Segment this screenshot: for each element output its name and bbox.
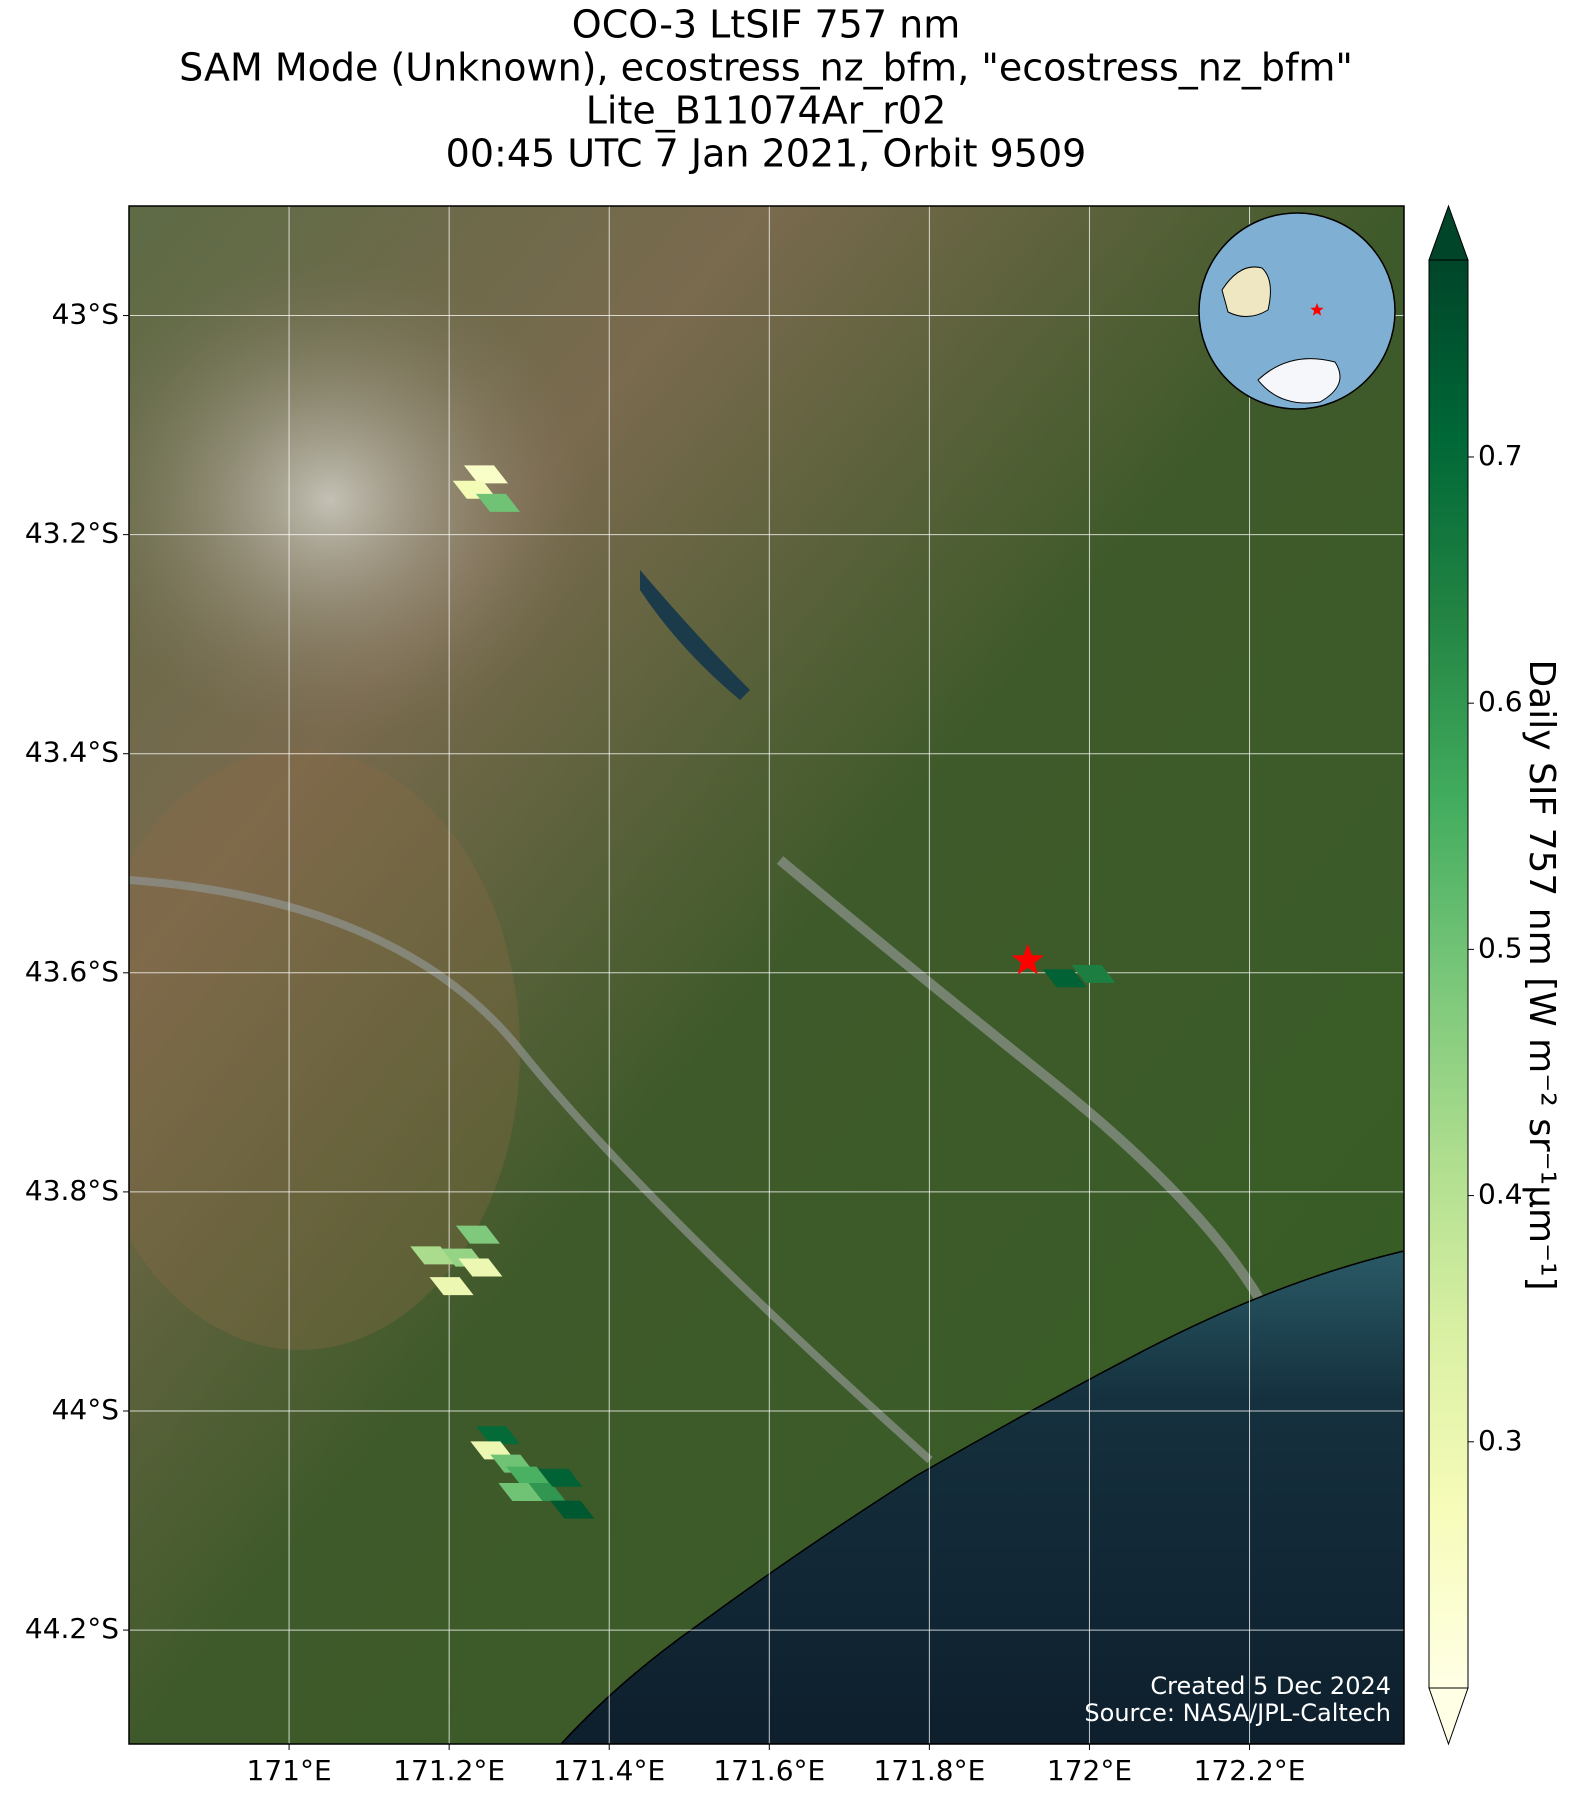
map-background (129, 206, 1404, 1744)
colorbar-label: Daily SIF 757 nm [W m⁻² sr⁻¹µm⁻¹] (1521, 659, 1562, 1290)
sif-footprint (538, 1468, 583, 1487)
colorbar-tick-label: 0.7 (1478, 439, 1523, 472)
mountains (129, 260, 590, 740)
colorbar-body (1429, 260, 1468, 1688)
sif-footprint (410, 1246, 455, 1265)
axis-ticks: 171°E 171.2°E 171.4°E 171.6°E 171.8°E 172°E 17… (25, 298, 1306, 1787)
antarctica (1257, 358, 1341, 404)
colorbar-tick-label: 0.4 (1478, 1178, 1523, 1211)
y-tick-label: 43.8°S (25, 1174, 119, 1207)
colorbar-tick-label: 0.3 (1478, 1424, 1523, 1457)
x-tick-label: 171.8°E (873, 1754, 985, 1787)
colorbar-extend-min (1428, 1687, 1469, 1746)
chart-title: SAM Mode (Unknown), ecostress_nz_bfm, "e… (179, 46, 1353, 90)
x-tick-label: 171.2°E (393, 1754, 505, 1787)
sif-footprint (458, 1258, 503, 1277)
x-tick-label: 172.2°E (1194, 1754, 1306, 1787)
y-tick-label: 43°S (52, 298, 119, 331)
x-tick-label: 171°E (247, 1754, 332, 1787)
colorbar-tick-label: 0.6 (1478, 685, 1523, 718)
sif-footprint (463, 465, 508, 484)
river (776, 856, 1265, 1303)
foothills (129, 750, 520, 1350)
sif-footprint (475, 1426, 520, 1445)
globe-target-star (1310, 303, 1324, 316)
sif-footprint (498, 1483, 543, 1502)
y-tick-label: 44°S (52, 1393, 119, 1426)
colorbar-frame (1428, 259, 1469, 1689)
australia (1221, 266, 1271, 317)
colorbar-extend-max (1428, 204, 1469, 261)
sif-footprint (1071, 964, 1116, 983)
globe (1198, 212, 1396, 410)
sif-footprint (1042, 969, 1087, 988)
sif-footprint (550, 1500, 595, 1519)
x-tick-label: 171.6°E (713, 1754, 825, 1787)
y-tick-label: 43.4°S (25, 736, 119, 769)
target-star (1011, 943, 1044, 975)
map-frame (128, 205, 1405, 1745)
x-tick-label: 171.4°E (553, 1754, 665, 1787)
y-tick-label: 43.2°S (25, 517, 119, 550)
y-tick-label: 43.6°S (25, 955, 119, 988)
sif-footprint (475, 493, 520, 512)
globe-inset (1198, 212, 1396, 410)
lake (640, 570, 750, 700)
x-tick-label: 172°E (1047, 1754, 1132, 1787)
grid (129, 206, 1404, 1744)
colorbar: 0.3 0.4 0.5 0.6 0.7 Daily SIF 757 nm [W m⁻² s… (1428, 204, 1562, 1746)
ocean (559, 1250, 1404, 1744)
chart-title: OCO-3 LtSIF 757 nm (572, 3, 960, 47)
sif-footprint (429, 1277, 474, 1296)
y-tick-label: 44.2°S (25, 1612, 119, 1645)
chart-title: 00:45 UTC 7 Jan 2021, Orbit 9509 (446, 132, 1087, 176)
colorbar-tick-label: 0.5 (1478, 931, 1523, 964)
chart-title: Lite_B11074Ar_r02 (586, 89, 947, 133)
sif-footprint (455, 1225, 500, 1244)
credit-text: Created 5 Dec 2024 (1150, 1672, 1391, 1700)
river (129, 876, 933, 1463)
sif-footprint (506, 1466, 551, 1485)
footprints (410, 465, 1116, 1519)
credit-text: Source: NASA/JPL-Caltech (1084, 1699, 1391, 1727)
